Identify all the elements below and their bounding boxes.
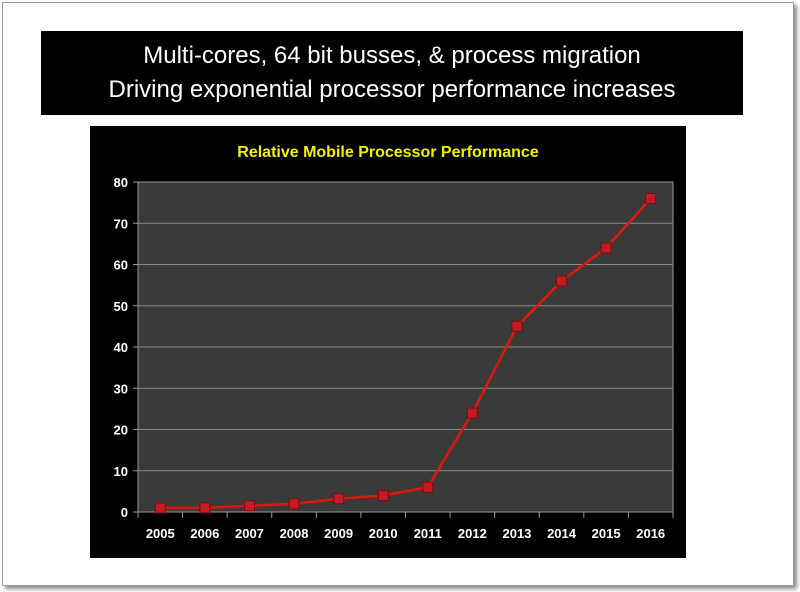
data-point xyxy=(511,320,523,332)
x-tick-label: 2006 xyxy=(190,526,219,541)
data-point xyxy=(422,481,434,493)
chart-title: Relative Mobile Processor Performance xyxy=(237,144,539,161)
headline-line-1: Multi-cores, 64 bit busses, & process mi… xyxy=(143,42,641,69)
y-tick-label: 50 xyxy=(114,299,128,314)
x-tick-label: 2013 xyxy=(502,526,531,541)
y-tick-label: 70 xyxy=(114,216,128,231)
data-point xyxy=(154,502,166,514)
headline-banner: Multi-cores, 64 bit busses, & process mi… xyxy=(41,31,743,115)
data-point xyxy=(556,275,568,287)
line-chart: Relative Mobile Processor Performance 0 1… xyxy=(114,144,674,541)
x-tick-label: 2010 xyxy=(369,526,398,541)
data-point xyxy=(645,193,657,204)
x-tick-label: 2009 xyxy=(324,526,353,541)
x-tick-label: 2011 xyxy=(414,526,442,541)
x-tick-label: 2016 xyxy=(636,526,665,541)
data-point xyxy=(199,502,211,514)
y-tick-label: 80 xyxy=(114,175,128,190)
gridlines xyxy=(138,222,673,472)
series-layer xyxy=(154,193,657,514)
data-point xyxy=(288,498,300,510)
data-point xyxy=(600,242,612,254)
data-point xyxy=(333,493,345,505)
y-tick-label: 10 xyxy=(114,464,128,479)
y-tick-label: 60 xyxy=(114,258,128,273)
x-tick-label: 2012 xyxy=(458,526,487,541)
x-tick-label: 2007 xyxy=(235,526,264,541)
y-axis: 0 10 20 30 40 50 60 70 80 xyxy=(114,175,138,520)
chart-container: Relative Mobile Processor Performance 0 1… xyxy=(90,126,686,558)
x-tick-label: 2014 xyxy=(547,526,577,541)
x-tick-label: 2008 xyxy=(280,526,309,541)
data-point xyxy=(466,407,478,419)
data-point xyxy=(377,490,389,501)
y-tick-label: 20 xyxy=(114,423,128,438)
x-axis: 2005 2006 2007 2008 2009 2010 2011 2012 2013 2014… xyxy=(137,512,674,541)
data-point xyxy=(243,500,255,512)
y-tick-label: 30 xyxy=(114,381,128,396)
x-tick-label: 2005 xyxy=(146,526,175,541)
series-line xyxy=(160,197,652,510)
headline-line-2: Driving exponential processor performanc… xyxy=(108,76,676,103)
y-tick-label: 0 xyxy=(121,505,128,520)
x-tick-label: 2015 xyxy=(592,526,621,541)
y-tick-label: 40 xyxy=(114,340,128,355)
